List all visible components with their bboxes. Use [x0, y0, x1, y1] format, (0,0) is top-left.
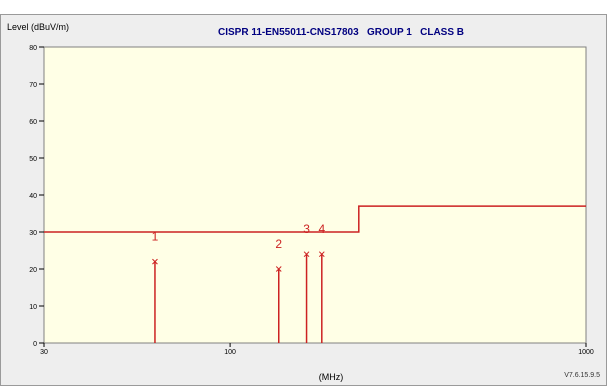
markers-group: 1 2 3 4	[152, 222, 325, 343]
marker-4-cross-b	[318, 251, 325, 258]
marker-3-cross	[303, 251, 310, 258]
y-axis-label: Level (dBuV/m)	[7, 22, 69, 32]
top-strip	[0, 0, 611, 14]
marker-2-label: 2	[275, 237, 282, 251]
limit-line-group	[44, 205, 586, 233]
plot-area	[43, 46, 587, 344]
y-tick-label-40: 40	[29, 193, 37, 200]
marker-1-cross-b	[152, 258, 158, 265]
version-label: V7.6.15.9.5	[564, 372, 600, 379]
y-tick-label-10: 10	[29, 304, 37, 311]
marker-3-label: 3	[303, 222, 310, 236]
chart-title: CISPR 11-EN55011-CNS17803 GROUP 1 CLASS …	[218, 27, 464, 38]
y-tick-label-50: 50	[29, 156, 37, 163]
marker-1-label: 1	[152, 230, 159, 244]
marker-2-cross	[275, 266, 282, 272]
y-tick-label-80: 80	[29, 45, 37, 52]
marker-1-cross	[152, 258, 158, 265]
y-tick-label-30: 30	[29, 230, 37, 237]
y-tick-label-70: 70	[29, 82, 37, 89]
y-tick-label-20: 20	[29, 267, 37, 274]
x-tick-label-100: 100	[224, 349, 236, 356]
marker-2-cross-b	[275, 266, 282, 272]
marker-4-label: 4	[318, 222, 325, 236]
x-tick-label-1000: 1000	[578, 349, 594, 356]
marker-3-cross-b	[303, 251, 310, 258]
x-axis-label: (MHz)	[319, 372, 344, 382]
marker-4-cross	[318, 251, 325, 258]
x-tick-label-30: 30	[40, 349, 48, 356]
y-tick-label-0: 0	[33, 341, 37, 348]
y-tick-label-60: 60	[29, 119, 37, 126]
limit-line	[44, 205, 586, 233]
x-axis: 30 100 1000	[40, 343, 594, 356]
y-axis: 0 10 20 30 40 50 60 70 80	[29, 45, 44, 348]
